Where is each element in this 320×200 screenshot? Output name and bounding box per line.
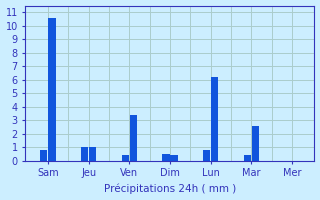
Bar xyxy=(130,115,137,161)
Bar xyxy=(252,126,259,161)
Bar xyxy=(211,77,218,161)
Bar xyxy=(40,150,47,161)
X-axis label: Précipitations 24h ( mm ): Précipitations 24h ( mm ) xyxy=(104,184,236,194)
Bar xyxy=(244,155,251,161)
Bar xyxy=(89,147,96,161)
Bar xyxy=(162,154,170,161)
Bar xyxy=(122,155,129,161)
Bar xyxy=(203,150,210,161)
Bar xyxy=(170,155,178,161)
Bar xyxy=(48,18,56,161)
Bar xyxy=(81,147,88,161)
